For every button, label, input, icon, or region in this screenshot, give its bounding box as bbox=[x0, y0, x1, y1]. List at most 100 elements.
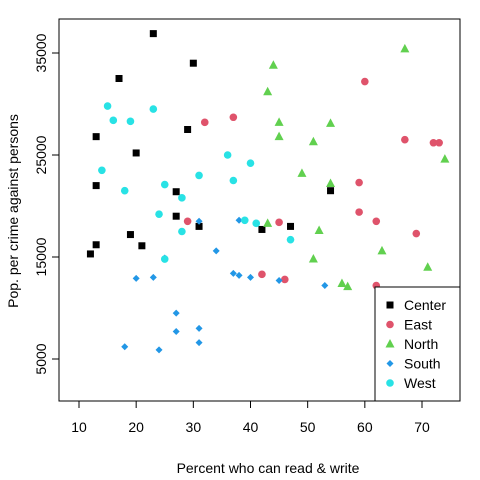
legend-item-north: North bbox=[385, 336, 438, 352]
legend-marker bbox=[386, 379, 394, 387]
data-point bbox=[155, 210, 163, 218]
legend-item-center: Center bbox=[386, 297, 446, 313]
data-point bbox=[172, 212, 180, 220]
data-point bbox=[195, 217, 203, 225]
data-point bbox=[235, 271, 243, 279]
legend-marker bbox=[386, 320, 394, 329]
y-axis: 5000 15000 25000 35000 bbox=[33, 33, 60, 375]
data-point bbox=[126, 117, 135, 126]
data-point bbox=[149, 273, 157, 281]
data-point bbox=[240, 216, 249, 225]
data-point bbox=[155, 346, 163, 354]
data-point bbox=[229, 113, 238, 122]
y-tick-label: 15000 bbox=[33, 237, 49, 276]
data-point bbox=[200, 118, 209, 127]
data-point bbox=[184, 126, 192, 133]
data-point bbox=[372, 217, 381, 226]
data-point bbox=[160, 180, 169, 189]
data-point bbox=[178, 194, 186, 202]
legend-marker bbox=[385, 339, 395, 348]
data-point bbox=[337, 278, 347, 288]
x-axis-label: Percent who can read & write bbox=[177, 460, 360, 476]
y-tick-label: 35000 bbox=[33, 33, 49, 72]
x-tick-label: 30 bbox=[186, 419, 202, 435]
data-point bbox=[195, 222, 203, 230]
data-point bbox=[223, 151, 232, 159]
data-point bbox=[98, 166, 106, 175]
data-point bbox=[287, 222, 295, 230]
data-point bbox=[297, 168, 307, 177]
data-point bbox=[115, 75, 123, 82]
legend-marker bbox=[386, 301, 394, 309]
data-point bbox=[274, 117, 284, 126]
data-point bbox=[258, 225, 266, 233]
data-point bbox=[326, 118, 336, 127]
data-point bbox=[92, 182, 100, 190]
legend-label: South bbox=[404, 356, 441, 372]
data-point bbox=[274, 131, 284, 141]
data-point bbox=[400, 43, 410, 53]
data-point bbox=[189, 59, 197, 67]
data-point bbox=[377, 245, 387, 255]
x-tick-label: 60 bbox=[357, 419, 373, 435]
data-point bbox=[361, 77, 369, 86]
data-point bbox=[138, 242, 146, 250]
series-north bbox=[263, 43, 450, 291]
x-tick-label: 40 bbox=[243, 419, 259, 435]
data-point bbox=[235, 216, 243, 224]
data-point bbox=[263, 86, 273, 96]
data-point bbox=[132, 149, 140, 157]
data-point bbox=[326, 178, 336, 188]
data-point bbox=[321, 282, 329, 290]
series-center bbox=[86, 30, 335, 258]
y-tick-label: 25000 bbox=[33, 135, 49, 174]
data-point bbox=[195, 324, 203, 332]
data-point bbox=[412, 229, 421, 238]
data-point bbox=[268, 60, 278, 69]
legend-label: West bbox=[404, 375, 436, 391]
data-point bbox=[103, 102, 112, 110]
data-point bbox=[183, 217, 192, 226]
data-point bbox=[327, 187, 335, 195]
data-point bbox=[149, 105, 158, 113]
data-point bbox=[252, 219, 261, 228]
data-point bbox=[423, 262, 433, 271]
series-west bbox=[98, 102, 295, 263]
x-tick-label: 20 bbox=[128, 419, 144, 435]
data-point bbox=[160, 255, 169, 263]
data-point bbox=[172, 188, 180, 196]
data-point bbox=[246, 159, 255, 167]
series-east bbox=[183, 77, 443, 290]
data-point bbox=[172, 309, 180, 317]
data-point bbox=[440, 154, 450, 163]
data-points bbox=[86, 30, 450, 354]
data-point bbox=[314, 225, 324, 234]
x-axis: 10 20 30 40 50 60 70 bbox=[71, 400, 430, 435]
data-point bbox=[126, 231, 134, 239]
data-point bbox=[308, 254, 318, 263]
data-point bbox=[178, 227, 186, 236]
data-point bbox=[195, 171, 203, 180]
data-point bbox=[86, 250, 94, 258]
data-point bbox=[355, 178, 363, 187]
data-point bbox=[343, 281, 353, 291]
y-tick-label: 5000 bbox=[33, 343, 49, 374]
legend-item-west: West bbox=[386, 375, 436, 391]
data-point bbox=[286, 235, 295, 244]
legend-label: North bbox=[404, 336, 438, 352]
y-axis-label: Pop. per crime against persons bbox=[5, 114, 21, 308]
data-point bbox=[229, 269, 237, 277]
legend: Center East North South West bbox=[374, 286, 461, 402]
data-point bbox=[212, 247, 220, 255]
data-point bbox=[401, 135, 409, 144]
data-point bbox=[247, 273, 254, 281]
data-point bbox=[429, 138, 438, 147]
data-point bbox=[229, 176, 238, 185]
data-point bbox=[92, 133, 100, 141]
data-point bbox=[109, 116, 118, 125]
x-tick-label: 50 bbox=[300, 419, 316, 435]
data-point bbox=[435, 138, 443, 147]
data-point bbox=[149, 30, 157, 38]
data-point bbox=[258, 270, 266, 279]
